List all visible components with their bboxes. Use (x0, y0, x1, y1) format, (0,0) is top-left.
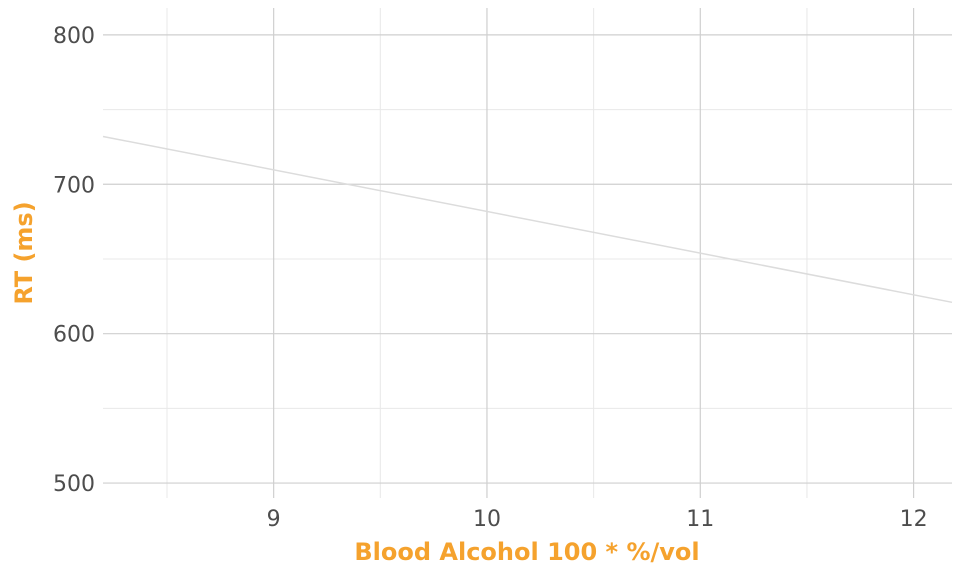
x-tick-labels: 9 10 11 12 (267, 507, 928, 532)
x-tick-label: 10 (473, 507, 501, 532)
x-tick-label: 12 (900, 507, 928, 532)
y-tick-labels: 500 600 700 800 (53, 24, 95, 497)
y-tick-label: 700 (53, 173, 95, 198)
x-tick-label: 11 (686, 507, 714, 532)
y-tick-label: 500 (53, 472, 95, 497)
y-tick-label: 800 (53, 24, 95, 49)
x-axis-title: Blood Alcohol 100 * %/vol (354, 538, 699, 566)
y-tick-label: 600 (53, 323, 95, 348)
major-gridlines (103, 8, 952, 498)
series-line (102, 135, 953, 304)
x-tick-label: 9 (267, 507, 281, 532)
y-axis-title: RT (ms) (10, 201, 38, 304)
minor-gridlines (103, 8, 952, 498)
series-layer (102, 135, 953, 304)
